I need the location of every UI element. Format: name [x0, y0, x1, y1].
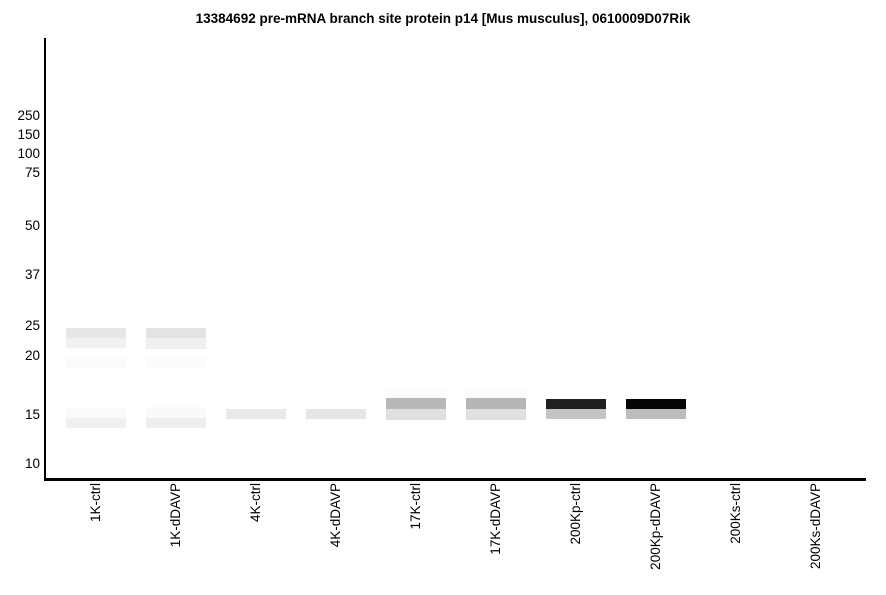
x-axis-label: 200Ks-ctrl	[728, 483, 743, 544]
gel-band	[386, 409, 446, 420]
gel-band	[146, 407, 206, 418]
gel-band	[146, 328, 206, 338]
x-axis-label: 4K-ctrl	[248, 483, 263, 523]
gel-band	[386, 388, 446, 398]
gel-band	[66, 328, 126, 338]
gel-band	[66, 418, 126, 428]
x-axis-label: 200Ks-dDAVP	[808, 483, 823, 570]
y-axis-tick-label: 37	[24, 267, 40, 282]
x-axis-line	[44, 478, 866, 481]
gel-band	[386, 398, 446, 409]
gel-band	[466, 409, 526, 420]
x-axis-label: 200Kp-dDAVP	[648, 483, 663, 570]
gel-band	[66, 407, 126, 418]
y-axis-tick-label: 150	[17, 127, 40, 142]
x-axis-label: 200Kp-ctrl	[568, 483, 583, 545]
gel-band	[66, 358, 126, 368]
gel-band	[306, 409, 366, 419]
plot-title: 13384692 pre-mRNA branch site protein p1…	[195, 11, 691, 26]
gel-band	[146, 357, 206, 368]
y-axis-tick-label: 10	[24, 456, 40, 471]
y-axis-tick-label: 100	[17, 146, 40, 161]
y-axis-line	[44, 38, 46, 481]
x-axis-label: 17K-ctrl	[408, 483, 423, 530]
y-axis-tick-label: 25	[24, 318, 40, 333]
y-axis-tick-label: 250	[17, 108, 40, 123]
gel-band	[546, 399, 606, 409]
gel-band	[626, 399, 686, 409]
gel-band	[466, 388, 526, 398]
x-axis-label: 1K-dDAVP	[168, 483, 183, 548]
y-axis-tick-label: 20	[24, 348, 40, 363]
gel-band	[226, 409, 286, 419]
gel-band	[466, 398, 526, 409]
gel-band	[546, 409, 606, 419]
gel-band	[146, 338, 206, 349]
gel-band	[146, 418, 206, 428]
y-axis-tick-label: 50	[24, 218, 40, 233]
gel-band	[626, 409, 686, 419]
y-axis-tick-label: 75	[24, 165, 40, 180]
x-axis-label: 1K-ctrl	[88, 483, 103, 523]
gel-band	[66, 338, 126, 348]
y-axis-tick-label: 15	[24, 407, 40, 422]
x-axis-label: 17K-dDAVP	[488, 483, 503, 555]
x-axis-label: 4K-dDAVP	[328, 483, 343, 548]
